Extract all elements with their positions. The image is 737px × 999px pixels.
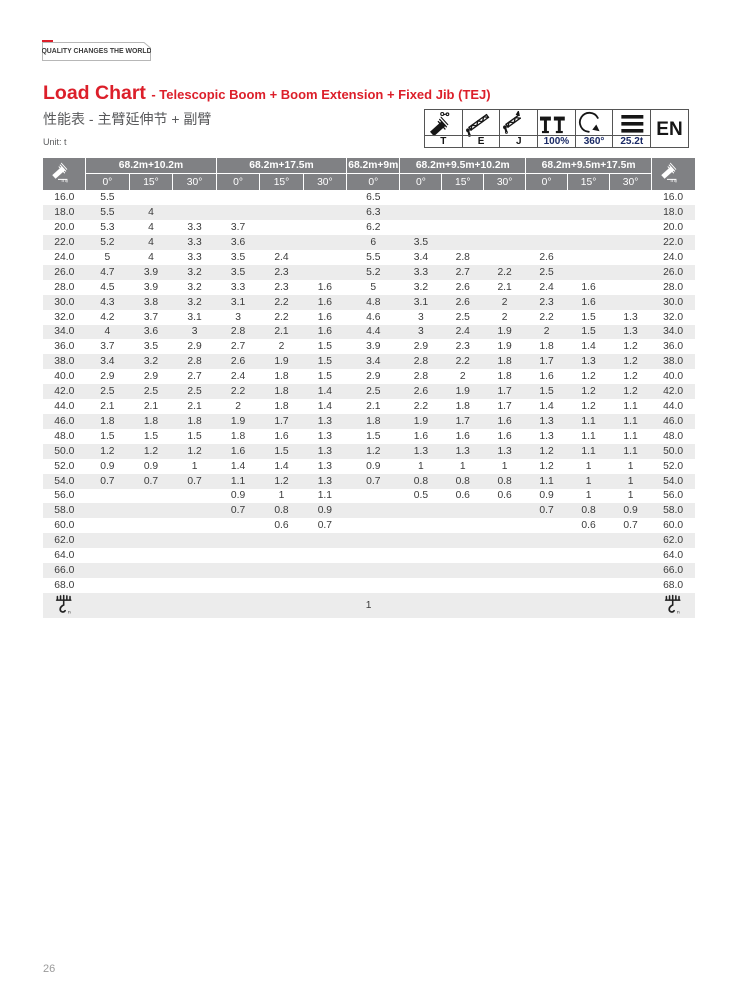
svg-text:m: m — [671, 179, 675, 185]
svg-text:m: m — [62, 179, 66, 185]
svg-text:n: n — [677, 611, 680, 616]
svg-text:n: n — [68, 611, 71, 616]
